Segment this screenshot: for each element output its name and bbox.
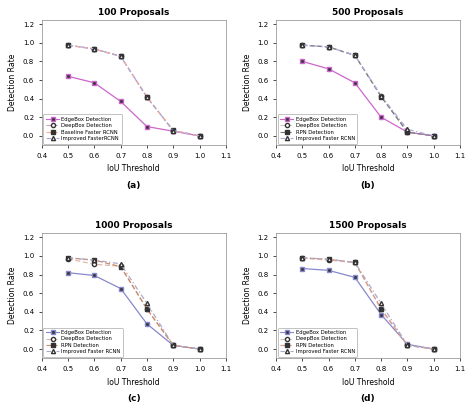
Y-axis label: Detection Rate: Detection Rate — [243, 54, 252, 111]
X-axis label: IoU Threshold: IoU Threshold — [108, 377, 160, 387]
Legend: EdgeBox Detection, DeepBox Detection, RPN Detection, Improved Faster RCNN: EdgeBox Detection, DeepBox Detection, RP… — [278, 115, 357, 144]
Legend: EdgeBox Detection, DeepBox Detection, RPN Detection, Improved Faster RCNN: EdgeBox Detection, DeepBox Detection, RP… — [278, 328, 357, 357]
Legend: EdgeBox Detection, DeepBox Detection, Baseline Faster RCNN, Improved FasterRCNN: EdgeBox Detection, DeepBox Detection, Ba… — [43, 115, 121, 144]
X-axis label: IoU Threshold: IoU Threshold — [108, 164, 160, 173]
Title: 500 Proposals: 500 Proposals — [332, 8, 404, 17]
Title: 1500 Proposals: 1500 Proposals — [329, 222, 407, 230]
Text: (c): (c) — [127, 394, 141, 403]
Text: (a): (a) — [127, 181, 141, 190]
Y-axis label: Detection Rate: Detection Rate — [9, 267, 18, 324]
Title: 100 Proposals: 100 Proposals — [98, 8, 170, 17]
Text: (b): (b) — [361, 181, 375, 190]
Legend: EdgeBox Detection, DeepBox Detection, RPN Detection, Improved Faster RCNN: EdgeBox Detection, DeepBox Detection, RP… — [43, 328, 123, 357]
X-axis label: IoU Threshold: IoU Threshold — [342, 164, 394, 173]
Text: (d): (d) — [361, 394, 375, 403]
X-axis label: IoU Threshold: IoU Threshold — [342, 377, 394, 387]
Y-axis label: Detection Rate: Detection Rate — [243, 267, 252, 324]
Title: 1000 Proposals: 1000 Proposals — [95, 222, 173, 230]
Y-axis label: Detection Rate: Detection Rate — [9, 54, 18, 111]
